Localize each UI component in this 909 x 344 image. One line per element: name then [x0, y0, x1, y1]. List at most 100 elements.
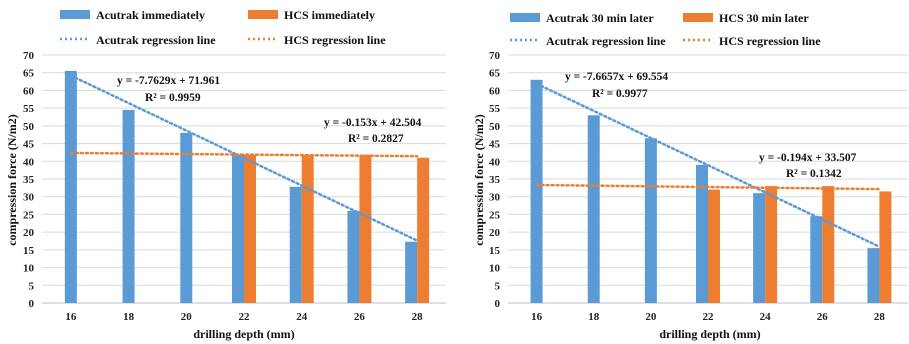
bar-hcs — [244, 154, 256, 303]
bar-acutrak — [810, 216, 823, 303]
x-tick-label: 28 — [874, 311, 886, 323]
y-tick-label: 45 — [23, 139, 35, 151]
r2-label: R² = 0.9977 — [592, 88, 648, 100]
bar-acutrak — [867, 248, 880, 303]
x-tick-label: 18 — [123, 311, 135, 323]
y-tick-label: 55 — [489, 103, 501, 115]
y-tick-label: 10 — [23, 263, 35, 275]
bar-acutrak — [405, 241, 418, 303]
equation-label: y = -7.6657x + 69.554 — [565, 71, 668, 83]
r2-label: R² = 0.1342 — [786, 168, 842, 180]
y-tick-label: 0 — [29, 298, 35, 310]
x-tick-label: 24 — [760, 311, 772, 323]
bar-acutrak — [753, 193, 766, 303]
y-tick-label: 25 — [489, 209, 501, 221]
x-tick-label: 16 — [531, 311, 543, 323]
y-axis-title: compression force (N/m2) — [5, 114, 19, 246]
bar-hcs — [708, 189, 720, 303]
legend-swatch-hcs — [683, 13, 713, 22]
chart-right: Acutrak 30 min later HCS 30 min later Ac… — [472, 11, 908, 341]
y-tick-label: 55 — [23, 103, 35, 115]
y-tick-label: 70 — [23, 50, 35, 62]
bar-acutrak — [122, 109, 135, 304]
y-axis-title: compression force (N/m2) — [472, 114, 486, 246]
y-tick-label: 40 — [489, 156, 501, 168]
y-tick-label: 15 — [23, 245, 35, 257]
x-tick-label: 20 — [181, 311, 193, 323]
y-tick-label: 0 — [495, 298, 501, 310]
bar-hcs — [879, 191, 892, 303]
bar-acutrak — [289, 186, 302, 303]
y-tick-label: 65 — [23, 68, 35, 80]
x-tick-label: 16 — [65, 311, 77, 323]
x-axis-title: drilling depth (mm) — [193, 327, 294, 341]
y-tick-label: 35 — [23, 174, 35, 186]
legend-label: HCS regression line — [284, 33, 386, 47]
y-tick-label: 30 — [489, 192, 501, 204]
x-tick-label: 24 — [296, 311, 308, 323]
y-tick-label: 20 — [489, 227, 501, 239]
bar-acutrak — [644, 138, 657, 303]
bar-hcs — [301, 154, 314, 303]
y-tick-label: 20 — [23, 227, 35, 239]
trendline-hcs — [69, 151, 419, 158]
y-tick-label: 25 — [23, 209, 35, 221]
trendline-annotations: y = -7.7629x + 71.961 R² = 0.9959 y = -0… — [117, 75, 422, 145]
bar-hcs — [822, 186, 835, 303]
y-tick-label: 40 — [23, 156, 35, 168]
x-tick-label: 18 — [588, 311, 600, 323]
legend-swatch-acutrak — [510, 13, 540, 22]
legend-swatch-hcs — [248, 10, 278, 19]
legend: Acutrak immediately HCS immediately Acut… — [60, 8, 386, 47]
equation-label: y = -0.153x + 42.504 — [324, 117, 422, 129]
y-tick-label: 5 — [29, 280, 35, 292]
trendline-acutrak — [69, 74, 419, 242]
x-tick-label: 22 — [239, 311, 251, 323]
legend-label: HCS immediately — [284, 8, 375, 22]
equation-label: y = -0.194x + 33.507 — [759, 152, 857, 164]
y-tick-label: 70 — [489, 50, 501, 62]
y-tick-label: 50 — [489, 121, 501, 133]
x-tick-label: 28 — [412, 311, 424, 323]
trendline-annotations: y = -7.6657x + 69.554 R² = 0.9977 y = -0… — [565, 71, 857, 180]
bar-acutrak — [696, 164, 708, 303]
y-tick-label: 5 — [495, 280, 501, 292]
legend-swatch-acutrak — [60, 10, 90, 19]
legend: Acutrak 30 min later HCS 30 min later Ac… — [510, 11, 821, 48]
legend-label: HCS 30 min later — [719, 11, 809, 25]
y-tick-label: 65 — [489, 68, 501, 80]
r2-label: R² = 0.9959 — [145, 92, 201, 104]
bar-acutrak — [64, 70, 77, 303]
y-tick-label: 60 — [489, 85, 501, 97]
x-tick-label: 26 — [817, 311, 829, 323]
bar-hcs — [765, 186, 778, 303]
bar-acutrak — [180, 132, 193, 303]
x-tick-label: 22 — [703, 311, 715, 323]
trendline-hcs — [535, 183, 881, 191]
legend-label: HCS regression line — [719, 34, 821, 48]
y-tick-label: 60 — [23, 85, 35, 97]
equation-label: y = -7.7629x + 71.961 — [117, 75, 220, 87]
y-tick-label: 45 — [489, 139, 501, 151]
y-tick-label: 35 — [489, 174, 501, 186]
y-tick-label: 30 — [23, 192, 35, 204]
trendline-acutrak — [535, 82, 881, 248]
x-tick-label: 26 — [354, 311, 366, 323]
legend-label: Acutrak immediately — [96, 8, 205, 22]
bar-hcs — [417, 157, 430, 303]
bar-acutrak — [587, 115, 600, 303]
bar-acutrak — [232, 154, 244, 303]
bar-hcs — [359, 154, 372, 303]
chart-left: Acutrak immediately HCS immediately Acut… — [5, 8, 446, 341]
bar-acutrak — [347, 210, 360, 303]
legend-label: Acutrak regression line — [546, 34, 666, 48]
legend-label: Acutrak regression line — [96, 33, 216, 47]
y-tick-label: 10 — [489, 263, 501, 275]
y-tick-label: 50 — [23, 121, 35, 133]
x-tick-label: 20 — [645, 311, 657, 323]
bar-acutrak — [530, 79, 543, 303]
r2-label: R² = 0.2827 — [348, 133, 404, 145]
x-axis-title: drilling depth (mm) — [659, 327, 760, 341]
legend-label: Acutrak 30 min later — [546, 11, 654, 25]
